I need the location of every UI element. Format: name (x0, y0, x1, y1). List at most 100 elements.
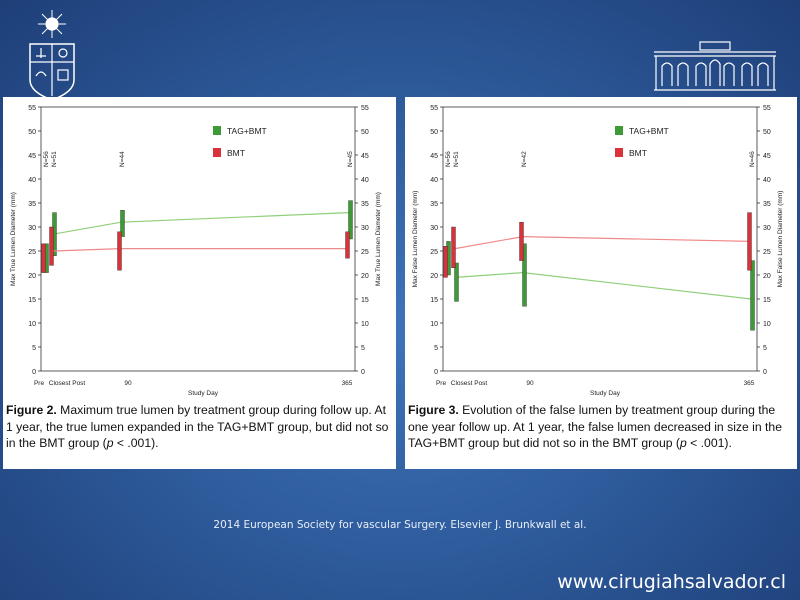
range-bar-bmt (41, 243, 46, 273)
range-bar-bmt (49, 226, 54, 266)
y-tick-label-right: 40 (361, 177, 369, 184)
y-tick-label-right: 5 (763, 345, 767, 352)
x-tick-label: Pre (34, 380, 45, 387)
x-tick-label: Pre (436, 380, 447, 387)
y-tick-label-right: 45 (763, 153, 771, 160)
x-tick-label: 365 (744, 380, 755, 387)
y-tick-label-right: 0 (361, 369, 365, 376)
n-label: N=56 (43, 151, 50, 167)
range-bar-bmt (443, 245, 448, 278)
figure3-caption-label: Figure 3. (408, 403, 459, 417)
n-label: N=56 (445, 151, 452, 167)
y-tick-label-left: 45 (28, 153, 36, 160)
y-tick-label-left: 20 (28, 273, 36, 280)
x-tick-label: 90 (526, 380, 534, 387)
building-logo (654, 41, 776, 91)
y-tick-label-left: 55 (28, 105, 36, 112)
figure3-caption-text: Evolution of the false lumen by treatmen… (408, 403, 782, 450)
y-tick-label-right: 15 (361, 297, 369, 304)
legend-label: TAG+BMT (227, 126, 267, 136)
y-tick-label-left: 30 (430, 225, 438, 232)
range-bar-tag-bmt (120, 209, 125, 237)
website-url[interactable]: www.cirugiahsalvador.cl (557, 571, 786, 593)
figure3-caption-end: < .001). (686, 436, 732, 450)
y-tick-label-left: 15 (430, 297, 438, 304)
y-tick-label-right: 35 (361, 201, 369, 208)
range-bar-tag-bmt (348, 200, 353, 240)
range-bar-bmt (345, 231, 350, 259)
y-tick-label-left: 15 (28, 297, 36, 304)
range-bar-bmt (519, 221, 524, 261)
n-label: N=46 (749, 151, 756, 167)
y-tick-label-right: 25 (763, 249, 771, 256)
n-label: N=42 (521, 151, 528, 167)
figure3-caption: Figure 3. Evolution of the false lumen b… (408, 402, 794, 452)
y-tick-label-right: 0 (763, 369, 767, 376)
plot-frame (442, 106, 758, 372)
footer-credit: 2014 European Society for vascular Surge… (213, 519, 587, 531)
y-tick-label-right: 30 (763, 225, 771, 232)
n-label: N=51 (51, 151, 58, 167)
x-axis-label: Study Day (590, 390, 621, 397)
figure2-caption-end: < .001). (113, 436, 159, 450)
figure2-caption-label: Figure 2. (6, 403, 57, 417)
y-tick-label-left: 40 (430, 177, 438, 184)
range-bar-tag-bmt (454, 262, 459, 302)
y-axis-label: Max False Lumen Diameter (mm) (412, 191, 419, 288)
series-line-bmt (52, 248, 349, 252)
y-tick-label-right: 55 (361, 105, 369, 112)
y-tick-label-right: 35 (763, 201, 771, 208)
y-tick-label-left: 35 (430, 201, 438, 208)
y-axis-label: Max True Lumen Diameter (mm) (10, 192, 17, 286)
series-line-tag-bmt (52, 212, 350, 235)
y-tick-label-left: 45 (430, 153, 438, 160)
y-tick-label-right: 20 (361, 273, 369, 280)
y-tick-label-left: 40 (28, 177, 36, 184)
y-tick-label-right: 10 (763, 321, 771, 328)
y-tick-label-right: 55 (763, 105, 771, 112)
y-tick-label-left: 25 (28, 249, 36, 256)
x-tick-label: 365 (342, 380, 353, 387)
y-tick-label-right: 20 (763, 273, 771, 280)
x-axis-label: Study Day (188, 390, 219, 397)
y-tick-label-left: 35 (28, 201, 36, 208)
y-tick-label-right: 15 (763, 297, 771, 304)
n-label: N=51 (453, 151, 460, 167)
figure2-panel: 0 0 5 5 10 10 15 15 20 20 25 25 30 30 35 35 40 40 45 45 50 50… (3, 97, 396, 469)
y-tick-label-left: 0 (32, 369, 36, 376)
legend-swatch (615, 126, 623, 135)
x-tick-label: Closest Post (451, 380, 488, 387)
series-line-bmt (454, 235, 752, 250)
y-tick-label-right: 45 (361, 153, 369, 160)
figure2-caption: Figure 2. Maximum true lumen by treatmen… (6, 402, 392, 452)
range-bar-tag-bmt (522, 243, 527, 307)
figure2-caption-text: Maximum true lumen by treatment group du… (6, 403, 389, 450)
legend-swatch (213, 126, 221, 135)
y-tick-label-right: 50 (763, 129, 771, 136)
y-tick-label-left: 0 (434, 369, 438, 376)
y-axis-label-right: Max True Lumen Diameter (mm) (375, 192, 382, 286)
legend-label: BMT (227, 148, 245, 158)
legend-label: TAG+BMT (629, 126, 669, 136)
figure2-caption-p: p (106, 436, 114, 450)
y-tick-label-right: 10 (361, 321, 369, 328)
series-line-tag-bmt (454, 271, 752, 300)
y-tick-label-left: 10 (28, 321, 36, 328)
x-tick-label: Closest Post (49, 380, 86, 387)
y-tick-label-left: 10 (430, 321, 438, 328)
y-tick-label-right: 40 (763, 177, 771, 184)
y-tick-label-right: 25 (361, 249, 369, 256)
range-bar-tag-bmt (750, 260, 755, 331)
figure3-panel: 0 0 5 5 10 10 15 15 20 20 25 25 30 30 35 35 40 40 45 45 50 50… (405, 97, 797, 469)
range-bar-bmt (451, 226, 456, 268)
y-tick-label-right: 30 (361, 225, 369, 232)
y-tick-label-left: 50 (430, 129, 438, 136)
y-tick-label-left: 5 (434, 345, 438, 352)
range-bar-bmt (747, 212, 752, 271)
university-seal-logo (29, 10, 75, 101)
y-tick-label-left: 20 (430, 273, 438, 280)
y-axis-label-right: Max False Lumen Diameter (mm) (777, 191, 784, 288)
y-tick-label-left: 55 (430, 105, 438, 112)
